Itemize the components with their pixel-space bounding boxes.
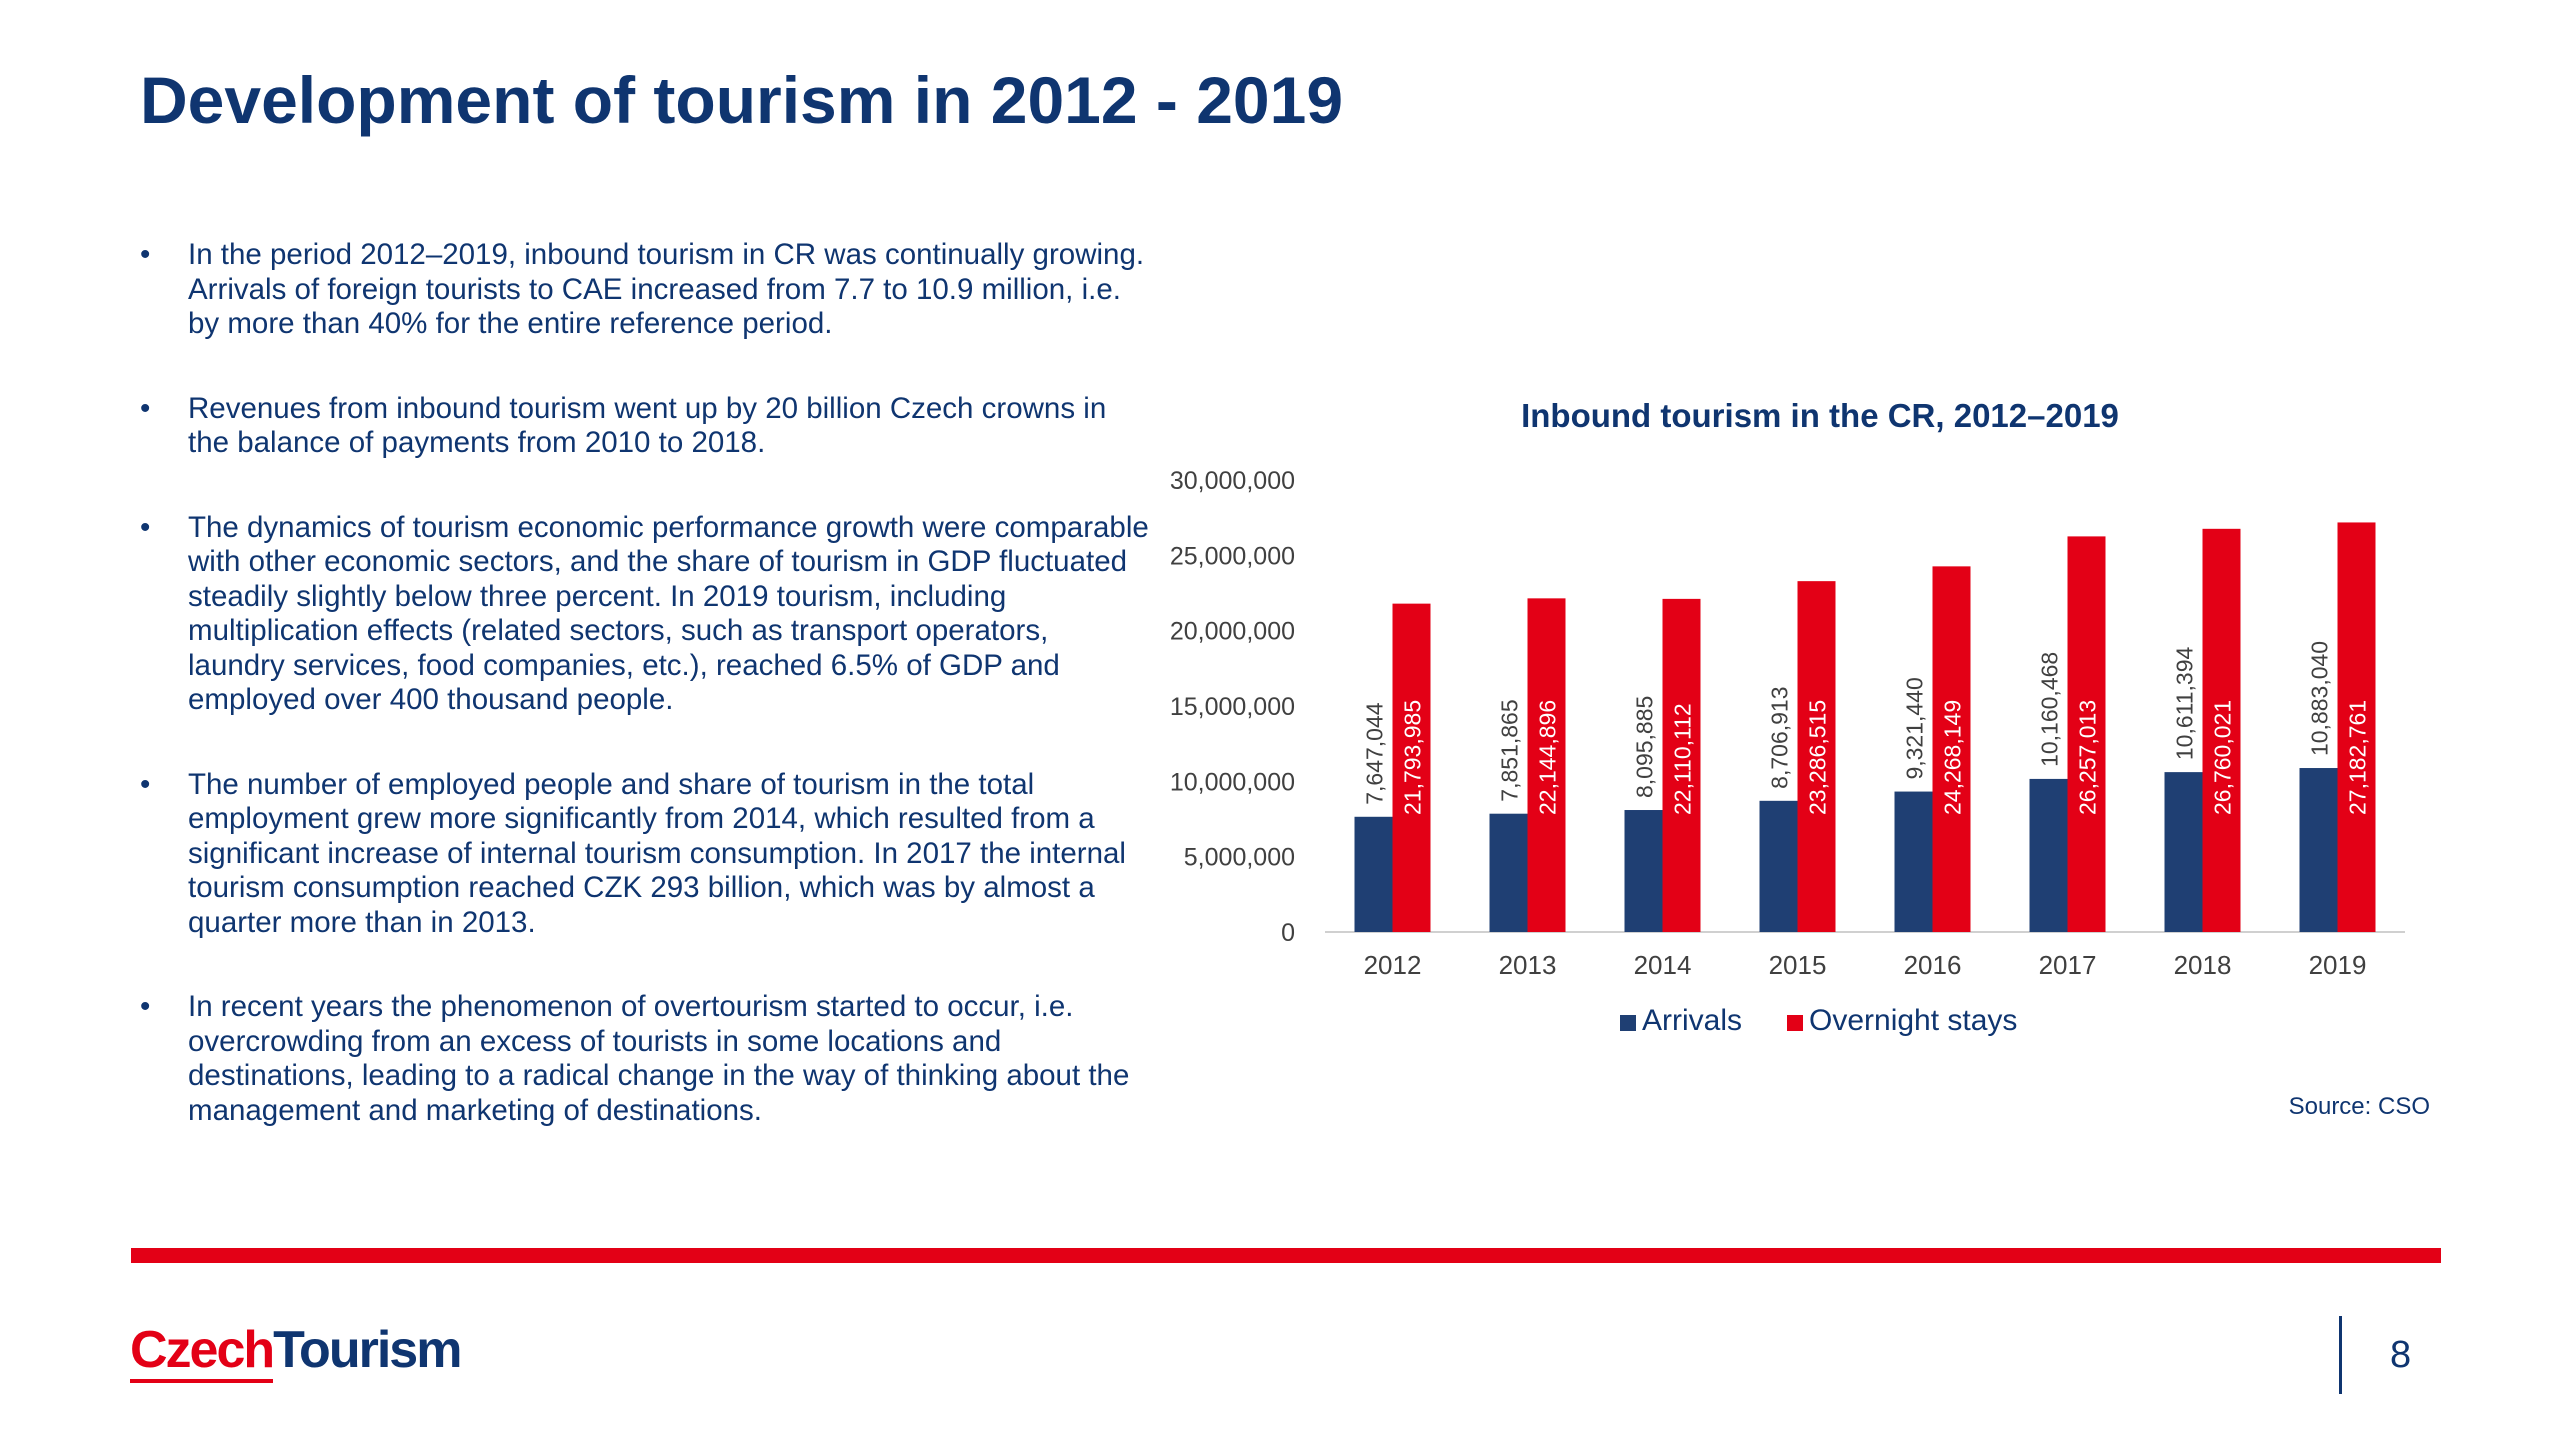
- logo-part-czech: Czech: [130, 1321, 275, 1383]
- legend-swatch-arrivals: [1620, 1015, 1636, 1031]
- bar-arrivals: [2029, 778, 2068, 932]
- data-label: 8,706,913: [1767, 686, 1793, 788]
- bar-chart: Inbound tourism in the CR, 2012–2019 0 5,0…: [1170, 397, 2405, 1037]
- data-label: 10,160,468: [2037, 652, 2063, 767]
- y-tick-label: 0: [1281, 919, 1295, 947]
- footer-divider: [131, 1248, 2441, 1263]
- data-label: 24,268,149: [1940, 700, 1966, 815]
- page-title: Development of tourism in 2012 - 2019: [140, 63, 1344, 137]
- legend-swatch-overnight-stays: [1787, 1015, 1803, 1031]
- x-tick-label: 2013: [1499, 950, 1557, 980]
- legend-label-arrivals: Arrivals: [1642, 1004, 1742, 1037]
- x-tick-label: 2016: [1904, 950, 1962, 980]
- page-number-divider: [2339, 1316, 2342, 1394]
- data-label: 26,257,013: [2075, 700, 2101, 815]
- bar-overnight-stays: [2202, 528, 2241, 932]
- bar-arrivals: [2299, 768, 2338, 932]
- logo-part-tourism: Tourism: [273, 1321, 462, 1379]
- data-label: 10,883,040: [2307, 641, 2333, 756]
- bar-arrivals: [1489, 813, 1528, 932]
- bullet-item: Revenues from inbound tourism went up by…: [140, 392, 1150, 461]
- legend-label-overnight-stays: Overnight stays: [1809, 1004, 2017, 1037]
- y-tick-label: 5,000,000: [1184, 844, 1295, 872]
- x-tick-label: 2019: [2309, 950, 2367, 980]
- data-label: 7,851,865: [1497, 699, 1523, 801]
- bullet-list: In the period 2012–2019, inbound tourism…: [140, 238, 1150, 1178]
- bar-overnight-stays: [2067, 536, 2106, 932]
- x-tick-label: 2015: [1769, 950, 1827, 980]
- data-label: 10,611,394: [2172, 647, 2198, 761]
- bar-arrivals: [1624, 810, 1663, 932]
- data-label: 8,095,885: [1632, 696, 1658, 798]
- bullet-item: The number of employed people and share …: [140, 768, 1150, 941]
- data-label: 21,793,985: [1400, 700, 1426, 815]
- x-tick-label: 2012: [1364, 950, 1422, 980]
- bullet-item: In the period 2012–2019, inbound tourism…: [140, 238, 1150, 342]
- data-label: 26,760,021: [2210, 700, 2236, 815]
- bar-overnight-stays: [1932, 566, 1971, 932]
- bar-overnight-stays: [2337, 522, 2376, 932]
- bar-overnight-stays: [1527, 598, 1566, 932]
- bullet-item: The dynamics of tourism economic perform…: [140, 511, 1150, 718]
- bar-overnight-stays: [1662, 598, 1701, 932]
- x-tick-label: 2018: [2174, 950, 2232, 980]
- x-tick-label: 2014: [1634, 950, 1692, 980]
- bar-overnight-stays: [1392, 603, 1431, 932]
- data-label: 22,110,112: [1670, 703, 1696, 815]
- data-label: 23,286,515: [1805, 700, 1831, 815]
- data-label: 7,647,044: [1362, 702, 1388, 805]
- bar-arrivals: [2164, 772, 2203, 932]
- y-tick-label: 25,000,000: [1170, 542, 1295, 570]
- x-tick-label: 2017: [2039, 950, 2097, 980]
- bullet-item: In recent years the phenomenon of overto…: [140, 990, 1150, 1128]
- bar-arrivals: [1894, 791, 1933, 932]
- data-label: 9,321,440: [1902, 677, 1928, 779]
- data-label: 27,182,761: [2345, 700, 2371, 815]
- bar-overnight-stays: [1797, 581, 1836, 932]
- chart-title: Inbound tourism in the CR, 2012–2019: [1521, 397, 2119, 434]
- source-note: Source: CSO: [2288, 1093, 2430, 1120]
- y-tick-label: 20,000,000: [1170, 618, 1295, 646]
- czechtourism-logo: CzechTourism: [130, 1320, 462, 1383]
- bar-arrivals: [1759, 800, 1798, 932]
- page-number: 8: [2390, 1334, 2412, 1376]
- data-label: 22,144,896: [1535, 700, 1561, 815]
- y-tick-label: 15,000,000: [1170, 693, 1295, 721]
- bar-arrivals: [1354, 816, 1393, 932]
- y-tick-label: 10,000,000: [1170, 768, 1295, 796]
- y-tick-label: 30,000,000: [1170, 467, 1295, 495]
